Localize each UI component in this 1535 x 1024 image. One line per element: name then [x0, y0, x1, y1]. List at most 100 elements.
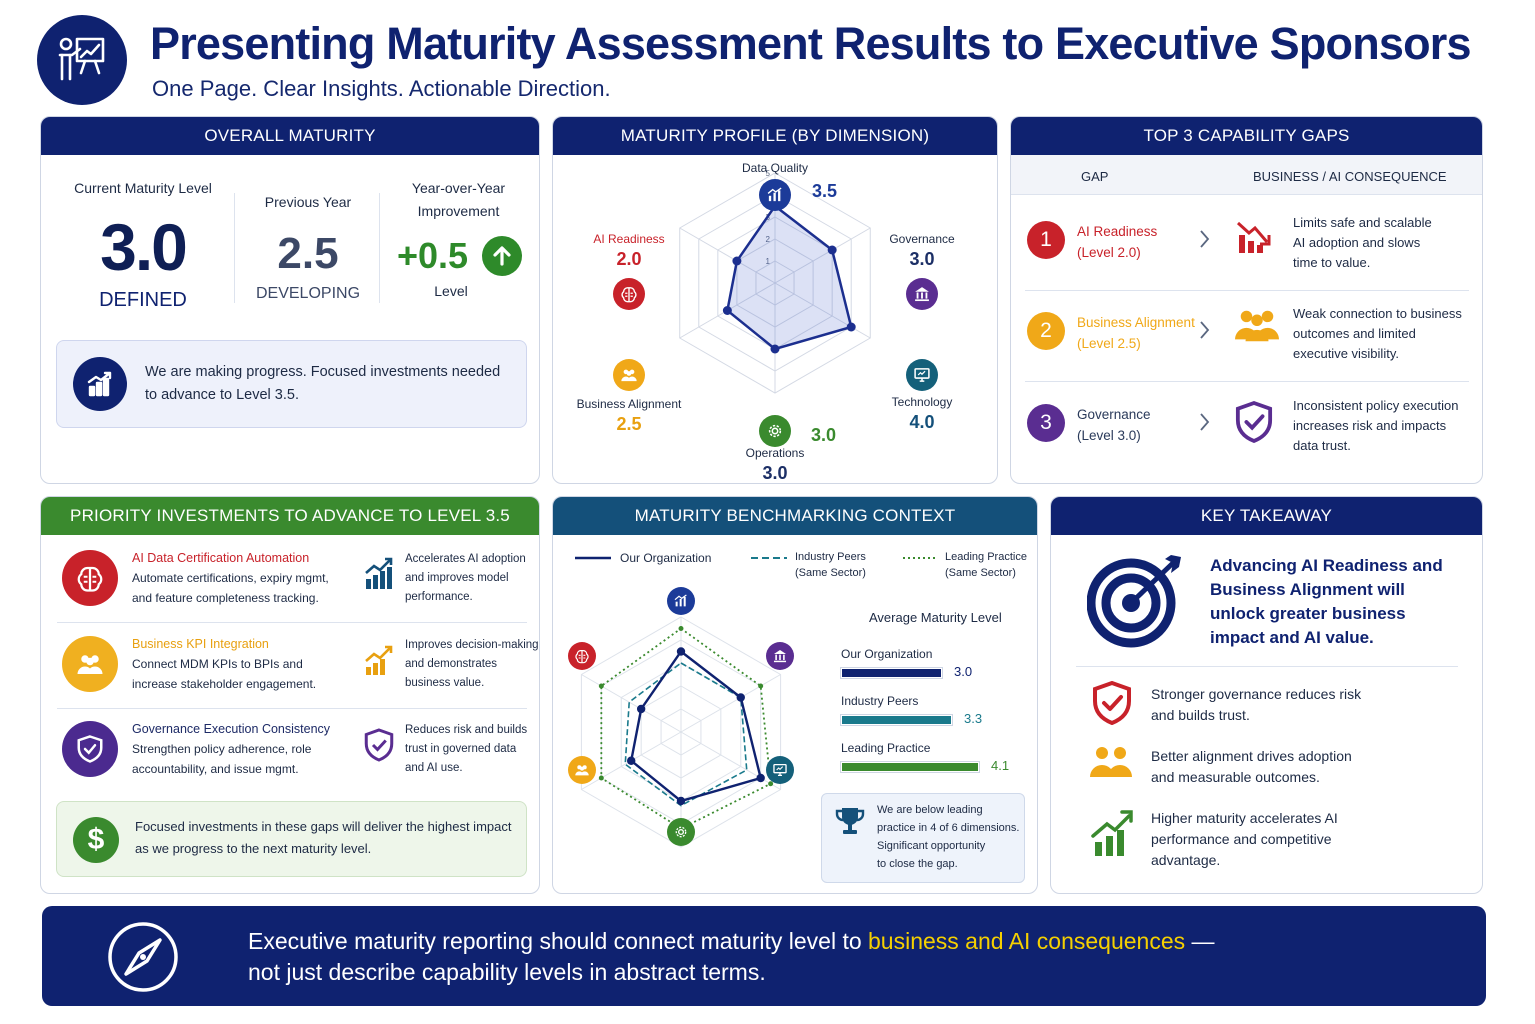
takeaway-main-2: Business Alignment will	[1210, 580, 1405, 599]
shield-check-icon	[364, 728, 394, 767]
priority-impact-2: and demonstrates	[405, 658, 498, 670]
leading-point	[678, 626, 684, 631]
gap-consequence-line-3: time to value.	[1293, 255, 1371, 270]
gap-consequence-line-2: increases risk and impacts	[1293, 418, 1447, 433]
priority-item-desc-1: Automate certifications, expiry mgmt,	[132, 571, 329, 585]
bar-chart-icon	[759, 179, 791, 211]
trending-up-icon	[364, 643, 394, 682]
legend-peers-label-1: Industry Peers	[795, 551, 866, 563]
overall-maturity-heading: OVERALL MATURITY	[41, 117, 539, 155]
page-subtitle: One Page. Clear Insights. Actionable Dir…	[152, 76, 611, 101]
dimension-value: 4.0	[909, 412, 934, 432]
priority-impact-3: business value.	[405, 677, 485, 689]
gap-consequence-line-3: executive visibility.	[1293, 346, 1399, 361]
gap-number-badge: 2	[1027, 312, 1065, 350]
gap-consequence-line-1: Weak connection to business	[1293, 306, 1462, 321]
people-icon	[62, 636, 118, 692]
dimension-label: AI Readiness	[593, 232, 664, 246]
people-group-icon	[1235, 308, 1279, 349]
yoy-value: +0.5	[397, 235, 469, 276]
chevron-right-icon	[1198, 229, 1210, 254]
priority-impact-1: Accelerates AI adoption	[405, 553, 526, 565]
legend-peers-label-2: (Same Sector)	[795, 567, 866, 579]
priority-item-desc-2: increase stakeholder engagement.	[132, 677, 317, 691]
gap-consequence-line-1: Inconsistent policy execution	[1293, 398, 1459, 413]
dimension-value: 2.5	[616, 414, 641, 434]
benchmark-heading: MATURITY BENCHMARKING CONTEXT	[553, 497, 1037, 535]
operations-side-value: 3.0	[811, 425, 836, 445]
priority-note-box: $ Focused investments in these gaps will…	[56, 801, 527, 877]
people-icon	[568, 756, 596, 784]
arrow-up-icon	[482, 236, 522, 276]
gap-number-badge: 1	[1027, 221, 1065, 259]
gap-row-divider	[1025, 381, 1469, 382]
organization-point	[676, 647, 686, 656]
overall-maturity-card: OVERALL MATURITY Current Maturity Level …	[40, 116, 540, 484]
footer-highlight: business and AI consequences	[868, 928, 1186, 954]
people-icon	[613, 359, 645, 391]
dimension-label: Data Quality	[742, 161, 808, 175]
grid-spoke	[774, 227, 871, 284]
yoy-label-2: Improvement	[417, 203, 500, 219]
leading-point	[768, 781, 774, 787]
shield-check-icon	[1235, 400, 1273, 449]
benchmark-note-line-3: Significant opportunity	[877, 840, 986, 852]
brain-icon	[568, 642, 596, 670]
bar-chart-down-icon	[1235, 217, 1275, 262]
scale-tick: 5	[766, 169, 771, 178]
key-takeaway-card: KEY TAKEAWAY Advancing AI Readiness and …	[1050, 496, 1483, 894]
priority-item: Business KPI Integration Connect MDM KPIs…	[41, 631, 539, 711]
benchmark-bar-label: Our Organization	[841, 647, 933, 661]
maturity-point	[827, 245, 837, 255]
takeaway-main-1: Advancing AI Readiness and	[1210, 556, 1443, 575]
gap-consequence-line-2: outcomes and limited	[1293, 326, 1416, 341]
gap-name: AI Readiness	[1077, 224, 1158, 239]
takeaway-point-1-line-2: and builds trust.	[1151, 707, 1250, 723]
priority-item-title: Governance Execution Consistency	[132, 722, 331, 736]
priority-item-title: AI Data Certification Automation	[132, 551, 310, 565]
gaps-column-consequence: BUSINESS / AI CONSEQUENCE	[1253, 169, 1447, 184]
maturity-point	[770, 344, 780, 354]
gap-name: Business Alignment	[1077, 315, 1195, 330]
target-icon	[1086, 553, 1183, 654]
maturity-profile-card: MATURITY PROFILE (BY DIMENSION) 12345Dat…	[552, 116, 998, 484]
takeaway-point-1-line-1: Stronger governance reduces risk	[1151, 686, 1362, 702]
trophy-icon	[832, 804, 868, 845]
benchmark-bar-value: 4.1	[991, 758, 1010, 773]
capability-gaps-heading: TOP 3 CAPABILITY GAPS	[1011, 117, 1482, 155]
leading-point	[758, 683, 764, 689]
organization-point	[736, 693, 745, 702]
priority-note-line-1: Focused investments in these gaps will d…	[135, 819, 512, 834]
bar-chart-icon	[667, 587, 695, 615]
takeaway-point-2-line-2: and measurable outcomes.	[1151, 769, 1320, 785]
scale-tick: 1	[766, 257, 771, 266]
grid-spoke	[679, 227, 776, 284]
key-takeaway-heading: KEY TAKEAWAY	[1051, 497, 1482, 535]
organization-point	[627, 756, 636, 765]
average-maturity-title: Average Maturity Level	[869, 610, 1002, 625]
takeaway-point-3-line-1: Higher maturity accelerates AI	[1151, 810, 1338, 826]
footer-line-2: not just describe capability levels in a…	[248, 959, 766, 985]
benchmark-radar-chart	[568, 587, 794, 848]
priority-item-desc-2: and feature completeness tracking.	[132, 591, 319, 605]
priority-note-line-2: as we progress to the next maturity leve…	[135, 841, 372, 856]
gap-level: (Level 2.0)	[1077, 245, 1141, 260]
legend-leading-label-2: (Same Sector)	[945, 567, 1016, 579]
benchmark-card: MATURITY BENCHMARKING CONTEXT Our Organi…	[552, 496, 1038, 894]
capability-gaps-card: TOP 3 CAPABILITY GAPS GAP BUSINESS / AI …	[1010, 116, 1483, 484]
dimension-value: 3.5	[812, 181, 837, 201]
priority-impact-1: Improves decision-making	[405, 639, 539, 651]
chevron-right-icon	[1198, 320, 1210, 345]
gap-row: 3 Governance (Level 3.0) Inconsistent polic…	[1011, 386, 1482, 474]
benchmark-bar-value: 3.0	[954, 664, 973, 679]
gap-level: (Level 2.5)	[1077, 336, 1141, 351]
priority-impact-3: and AI use.	[405, 762, 463, 774]
priority-item-desc-1: Strengthen policy adherence, role	[132, 742, 312, 756]
maturity-point	[846, 322, 856, 332]
growth-chart-icon	[1091, 808, 1135, 863]
legend-org-label: Our Organization	[620, 551, 712, 565]
benchmark-bar	[840, 761, 980, 773]
priority-divider	[57, 708, 527, 709]
gap-number-badge: 3	[1027, 404, 1065, 442]
yoy-unit: Level	[434, 283, 468, 299]
